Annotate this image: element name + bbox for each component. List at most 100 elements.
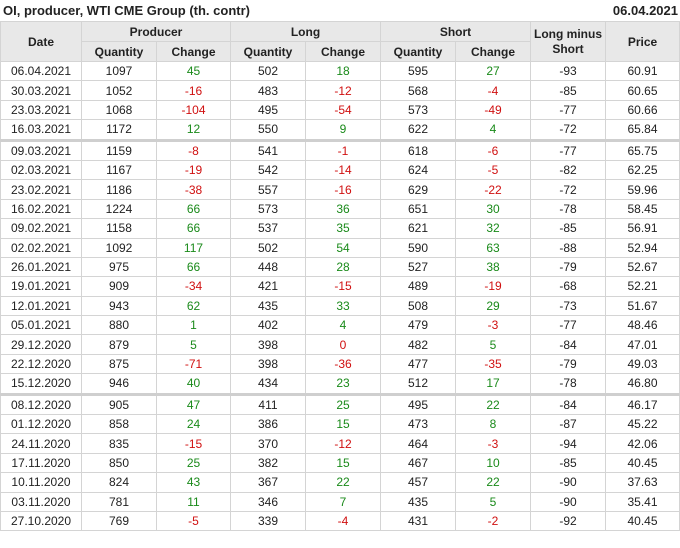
cell-price: 40.45 <box>605 510 680 532</box>
cell-date: 23.02.2021 <box>0 179 82 200</box>
cell-producer-quantity: 835 <box>81 433 157 454</box>
cell-long-change: -16 <box>304 179 382 200</box>
cell-short-change: 10 <box>455 452 532 474</box>
table-row: 16.02.2021 1224 66 573 36 651 30 -78 58.45 <box>0 198 680 220</box>
cell-short-quantity: 512 <box>380 373 457 395</box>
cell-short-change: -22 <box>455 179 532 200</box>
cell-producer-quantity: 975 <box>81 256 157 278</box>
cell-date: 24.11.2020 <box>0 433 82 454</box>
cell-long-quantity: 550 <box>230 119 306 141</box>
cell-long-quantity: 502 <box>230 60 306 82</box>
cell-date: 27.10.2020 <box>0 510 82 532</box>
cell-short-change: 4 <box>455 119 532 141</box>
cell-long-quantity: 448 <box>230 256 306 278</box>
cell-producer-quantity: 909 <box>81 276 157 297</box>
table-row: 22.12.2020 875 -71 398 -36 477 -35 -79 49.03 <box>0 353 680 375</box>
cell-long-change: 33 <box>304 295 382 317</box>
cell-date: 05.01.2021 <box>0 315 82 336</box>
cell-short-change: -5 <box>455 159 532 181</box>
cell-producer-quantity: 1186 <box>81 179 157 200</box>
cell-producer-change: 117 <box>156 237 231 258</box>
cell-short-change: -6 <box>455 138 532 161</box>
cell-producer-change: -34 <box>156 276 231 297</box>
cell-producer-change: 43 <box>156 472 231 493</box>
cell-price: 40.45 <box>605 452 680 474</box>
cell-producer-change: 66 <box>156 198 231 220</box>
cell-long-minus-short: -68 <box>530 276 607 297</box>
cell-producer-change: 1 <box>156 315 231 336</box>
table-row: 19.01.2021 909 -34 421 -15 489 -19 -68 52.21 <box>0 276 680 297</box>
cell-price: 62.25 <box>605 159 680 181</box>
cell-producer-quantity: 850 <box>81 452 157 474</box>
table-row: 02.02.2021 1092 117 502 54 590 63 -88 52.94 <box>0 237 680 258</box>
cell-producer-change: -19 <box>156 159 231 181</box>
cell-price: 42.06 <box>605 433 680 454</box>
cell-long-quantity: 346 <box>230 491 306 512</box>
cell-producer-change: -8 <box>156 138 231 161</box>
cell-long-minus-short: -72 <box>530 179 607 200</box>
cell-short-change: 29 <box>455 295 532 317</box>
cell-long-minus-short: -84 <box>530 392 607 416</box>
table-row: 30.03.2021 1052 -16 483 -12 568 -4 -85 60.65 <box>0 80 680 101</box>
cell-short-change: -3 <box>455 315 532 336</box>
cell-producer-change: 45 <box>156 60 231 82</box>
cell-price: 65.84 <box>605 119 680 141</box>
header-producer-change: Change <box>156 41 231 62</box>
cell-price: 60.65 <box>605 80 680 101</box>
cell-producer-change: -16 <box>156 80 231 101</box>
table-row: 01.12.2020 858 24 386 15 473 8 -87 45.22 <box>0 414 680 435</box>
cell-short-quantity: 527 <box>380 256 457 278</box>
cell-short-quantity: 573 <box>380 99 457 121</box>
table-row: 09.03.2021 1159 -8 541 -1 618 -6 -77 65.75 <box>0 138 680 161</box>
cell-producer-change: 40 <box>156 373 231 395</box>
cell-producer-quantity: 1224 <box>81 198 157 220</box>
cell-short-quantity: 621 <box>380 218 457 239</box>
cell-producer-quantity: 879 <box>81 334 157 355</box>
table-row: 24.11.2020 835 -15 370 -12 464 -3 -94 42.06 <box>0 433 680 454</box>
cell-short-change: -2 <box>455 510 532 532</box>
cell-short-quantity: 624 <box>380 159 457 181</box>
header-long-quantity: Quantity <box>230 41 306 62</box>
cell-producer-change: 66 <box>156 218 231 239</box>
header-short: Short <box>380 21 532 42</box>
cell-date: 16.02.2021 <box>0 198 82 220</box>
cell-long-minus-short: -77 <box>530 138 607 161</box>
cell-long-minus-short: -72 <box>530 119 607 141</box>
table-row: 15.12.2020 946 40 434 23 512 17 -78 46.80 <box>0 373 680 395</box>
cell-long-change: 4 <box>304 315 382 336</box>
cell-long-quantity: 541 <box>230 138 306 161</box>
cell-long-quantity: 502 <box>230 237 306 258</box>
cell-long-quantity: 370 <box>230 433 306 454</box>
cell-long-quantity: 398 <box>230 334 306 355</box>
cell-short-change: -35 <box>455 353 532 375</box>
cell-price: 48.46 <box>605 315 680 336</box>
header-producer-quantity: Quantity <box>81 41 157 62</box>
cell-long-quantity: 382 <box>230 452 306 474</box>
cell-long-minus-short: -78 <box>530 198 607 220</box>
cell-long-change: 28 <box>304 256 382 278</box>
cell-short-quantity: 622 <box>380 119 457 141</box>
header-short-change: Change <box>455 41 532 62</box>
header-long: Long <box>229 21 382 42</box>
cell-short-quantity: 435 <box>380 491 457 512</box>
cell-date: 17.11.2020 <box>0 452 82 474</box>
cell-producer-quantity: 943 <box>81 295 157 317</box>
cell-short-change: 22 <box>455 392 532 416</box>
cell-long-minus-short: -90 <box>530 491 607 512</box>
cell-producer-quantity: 1097 <box>81 60 157 82</box>
cell-short-quantity: 467 <box>380 452 457 474</box>
cell-short-quantity: 464 <box>380 433 457 454</box>
cell-date: 01.12.2020 <box>0 414 82 435</box>
header-long-change: Change <box>304 41 382 62</box>
cell-short-quantity: 508 <box>380 295 457 317</box>
cell-short-change: 30 <box>455 198 532 220</box>
cell-date: 30.03.2021 <box>0 80 82 101</box>
cell-long-change: -12 <box>304 433 382 454</box>
title-bar: OI, producer, WTI CME Group (th. contr) … <box>0 0 680 20</box>
header-date: Date <box>0 21 82 62</box>
table-row: 23.02.2021 1186 -38 557 -16 629 -22 -72 59.96 <box>0 179 680 200</box>
cell-date: 23.03.2021 <box>0 99 82 121</box>
report-date: 06.04.2021 <box>612 2 678 18</box>
table-row: 09.02.2021 1158 66 537 35 621 32 -85 56.91 <box>0 218 680 239</box>
cell-producer-quantity: 875 <box>81 353 157 375</box>
